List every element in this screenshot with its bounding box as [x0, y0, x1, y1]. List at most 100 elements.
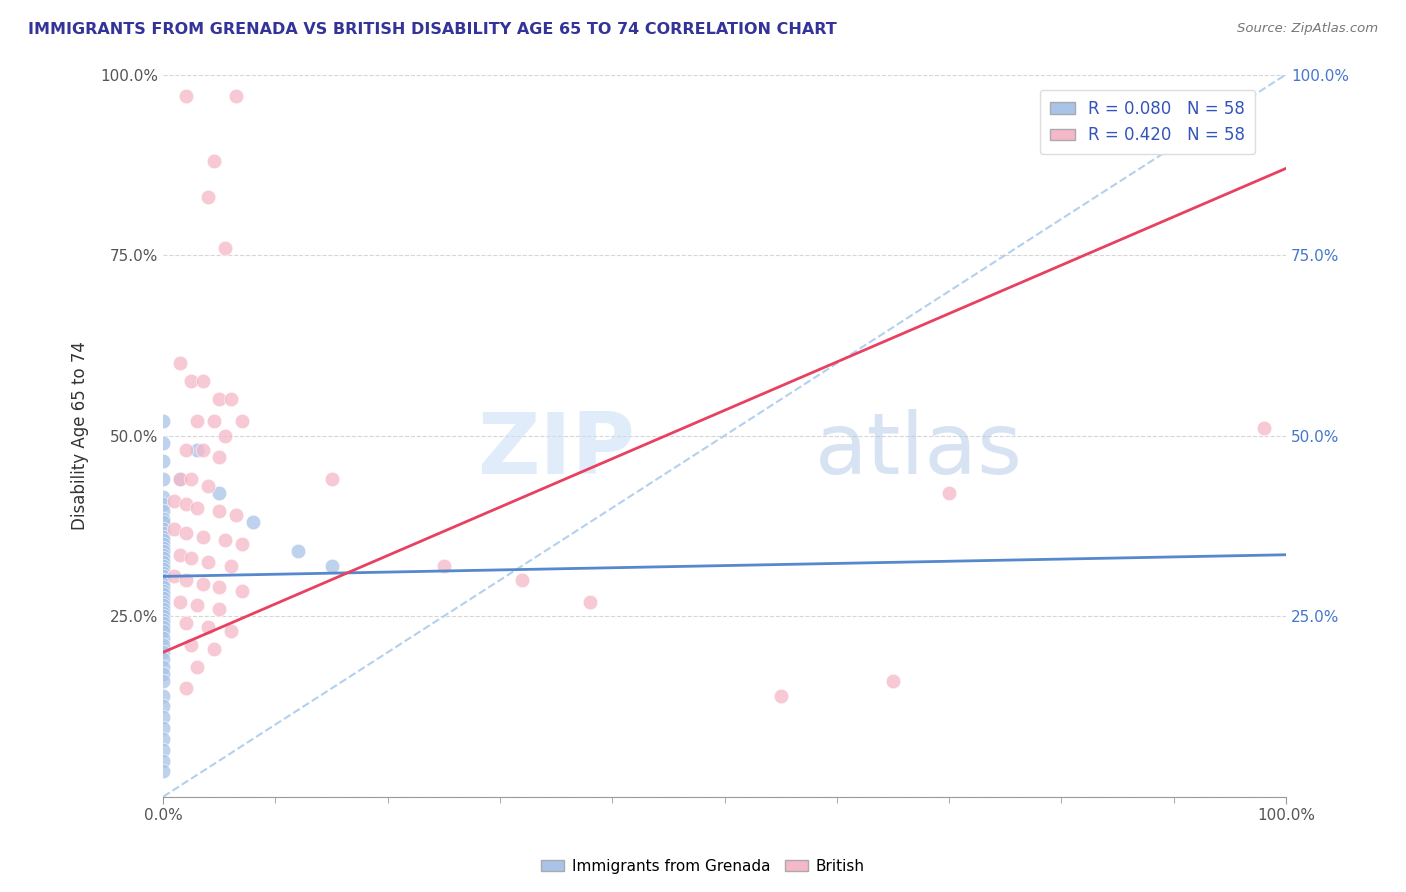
Point [197, 620, 219, 634]
Point [163, 523, 186, 537]
Point [152, 764, 174, 779]
Point [152, 555, 174, 569]
Point [152, 710, 174, 724]
Point [152, 606, 174, 620]
Legend: R = 0.080   N = 58, R = 0.420   N = 58: R = 0.080 N = 58, R = 0.420 N = 58 [1040, 90, 1256, 154]
Point [219, 558, 242, 573]
Point [152, 435, 174, 450]
Point [174, 89, 197, 103]
Point [225, 89, 247, 103]
Point [208, 392, 231, 407]
Legend: Immigrants from Grenada, British: Immigrants from Grenada, British [534, 853, 872, 880]
Point [174, 573, 197, 587]
Point [321, 472, 343, 486]
Point [186, 659, 208, 673]
Point [152, 595, 174, 609]
Point [202, 641, 225, 656]
Point [231, 537, 253, 551]
Point [152, 533, 174, 548]
Point [152, 551, 174, 566]
Point [152, 674, 174, 689]
Point [169, 356, 191, 370]
Point [579, 595, 602, 609]
Point [180, 472, 202, 486]
Point [174, 681, 197, 696]
Point [152, 573, 174, 587]
Point [152, 523, 174, 537]
Point [169, 595, 191, 609]
Point [512, 573, 534, 587]
Point [152, 541, 174, 555]
Point [169, 472, 191, 486]
Point [152, 515, 174, 529]
Point [214, 533, 236, 548]
Point [152, 562, 174, 576]
Point [152, 472, 174, 486]
Text: atlas: atlas [814, 409, 1022, 491]
Point [219, 392, 242, 407]
Point [208, 504, 231, 518]
Point [186, 414, 208, 428]
Point [152, 631, 174, 645]
Point [1253, 421, 1275, 435]
Point [214, 428, 236, 442]
Point [152, 414, 174, 428]
Point [186, 500, 208, 515]
Point [152, 667, 174, 681]
Point [152, 721, 174, 735]
Text: Source: ZipAtlas.com: Source: ZipAtlas.com [1237, 22, 1378, 36]
Point [152, 583, 174, 598]
Point [152, 638, 174, 652]
Point [152, 558, 174, 573]
Point [433, 558, 456, 573]
Point [174, 443, 197, 458]
Point [152, 580, 174, 594]
Point [174, 616, 197, 631]
Point [231, 583, 253, 598]
Y-axis label: Disability Age 65 to 74: Disability Age 65 to 74 [72, 341, 89, 530]
Point [152, 689, 174, 703]
Point [152, 526, 174, 541]
Point [197, 555, 219, 569]
Point [152, 569, 174, 583]
Point [152, 613, 174, 627]
Point [152, 490, 174, 504]
Point [152, 591, 174, 605]
Point [186, 443, 208, 458]
Text: IMMIGRANTS FROM GRENADA VS BRITISH DISABILITY AGE 65 TO 74 CORRELATION CHART: IMMIGRANTS FROM GRENADA VS BRITISH DISAB… [28, 22, 837, 37]
Point [152, 754, 174, 768]
Point [152, 511, 174, 525]
Point [152, 530, 174, 544]
Point [174, 526, 197, 541]
Point [152, 645, 174, 659]
Point [152, 620, 174, 634]
Point [180, 375, 202, 389]
Point [208, 602, 231, 616]
Point [321, 558, 343, 573]
Point [191, 576, 214, 591]
Point [769, 689, 792, 703]
Point [152, 616, 174, 631]
Point [152, 548, 174, 562]
Point [231, 414, 253, 428]
Point [152, 602, 174, 616]
Point [208, 486, 231, 500]
Point [191, 375, 214, 389]
Point [214, 241, 236, 255]
Point [152, 576, 174, 591]
Point [152, 566, 174, 580]
Point [152, 497, 174, 511]
Point [197, 190, 219, 204]
Point [152, 743, 174, 757]
Point [197, 479, 219, 493]
Point [152, 731, 174, 746]
Point [180, 638, 202, 652]
Point [202, 154, 225, 169]
Point [152, 699, 174, 714]
Point [242, 515, 264, 529]
Point [152, 599, 174, 613]
Point [152, 504, 174, 518]
Point [938, 486, 960, 500]
Point [208, 580, 231, 594]
Point [180, 551, 202, 566]
